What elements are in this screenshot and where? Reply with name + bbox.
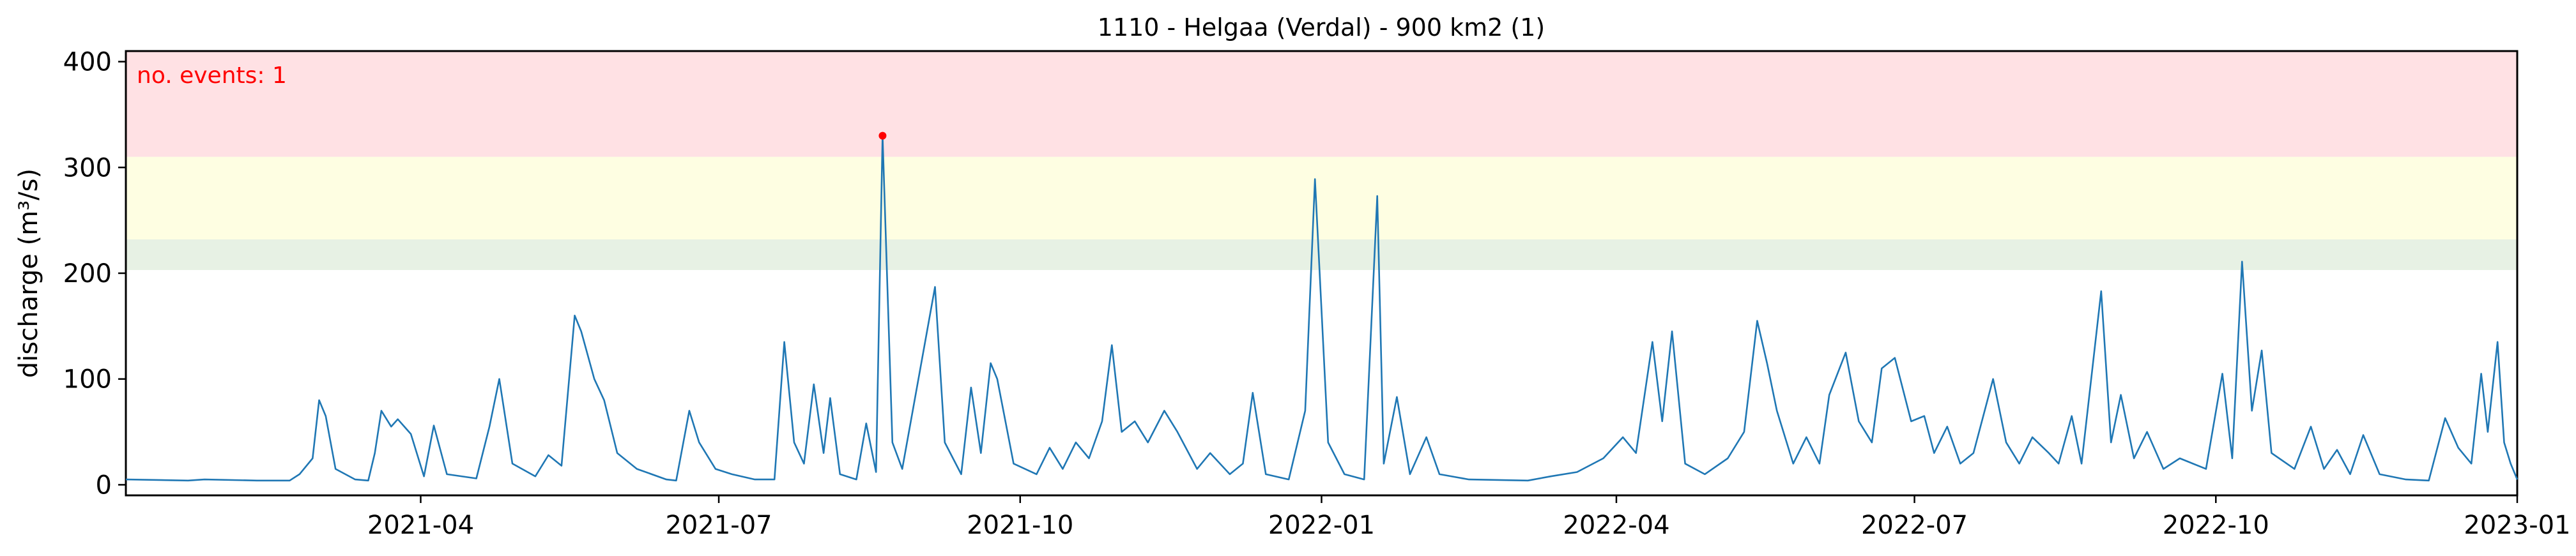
x-tick-label-2: 2021-10 bbox=[967, 511, 1073, 540]
y-axis-label: discharge (m³/s) bbox=[14, 169, 43, 378]
chart-title: 1110 - Helgaa (Verdal) - 900 km2 (1) bbox=[1098, 13, 1545, 41]
x-tick-label-3: 2022-01 bbox=[1268, 511, 1375, 540]
event-count-annotation: no. events: 1 bbox=[137, 63, 287, 89]
threshold-band-0 bbox=[126, 51, 2517, 157]
x-tick-label-0: 2021-04 bbox=[367, 511, 474, 540]
y-tick-label-2: 200 bbox=[63, 259, 112, 289]
x-tick-label-5: 2022-07 bbox=[1861, 511, 1968, 540]
y-axis: 0 100 200 300 400 bbox=[63, 48, 126, 500]
y-tick-label-4: 400 bbox=[63, 48, 112, 77]
x-axis: 2021-04 2021-07 2021-10 2022-01 2022-04 2022-… bbox=[367, 495, 2571, 540]
y-tick-label-1: 100 bbox=[63, 365, 112, 394]
threshold-band-1 bbox=[126, 156, 2517, 239]
series-layer bbox=[125, 135, 2518, 482]
y-tick-label-3: 300 bbox=[63, 153, 112, 183]
event-marker-point bbox=[878, 131, 887, 140]
threshold-bands bbox=[126, 51, 2517, 271]
x-tick-label-4: 2022-04 bbox=[1563, 511, 1669, 540]
x-tick-label-7: 2023-01 bbox=[2464, 511, 2570, 540]
event-marker-layer bbox=[878, 131, 887, 140]
x-tick-label-1: 2021-07 bbox=[665, 511, 772, 540]
threshold-band-2 bbox=[126, 239, 2517, 271]
discharge-series-line-0 bbox=[125, 135, 2518, 482]
y-tick-label-0: 0 bbox=[96, 470, 112, 500]
x-tick-label-6: 2022-10 bbox=[2163, 511, 2269, 540]
